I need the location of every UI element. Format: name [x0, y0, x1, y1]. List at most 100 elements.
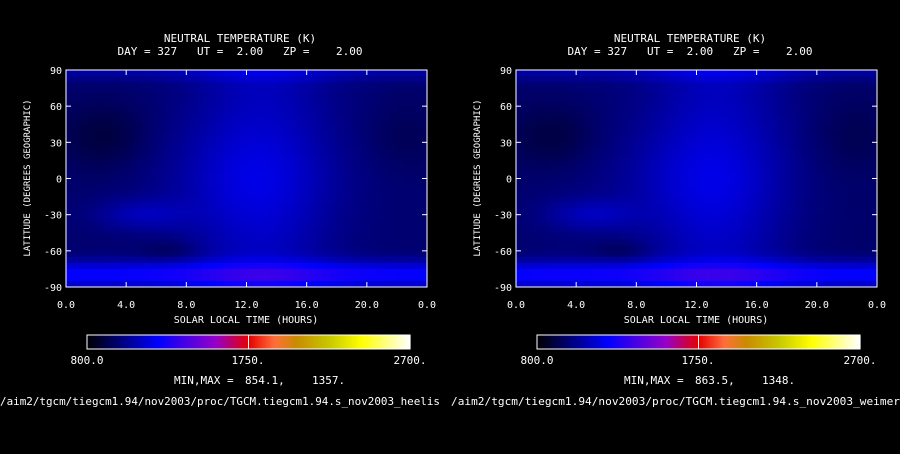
heatmap-cell — [299, 202, 308, 210]
heatmap-cell — [201, 154, 210, 162]
heatmap-cell — [81, 130, 90, 137]
heatmap-cell — [839, 148, 848, 155]
heatmap-cell — [156, 250, 165, 258]
heatmap-cell — [246, 112, 255, 119]
heatmap-cell — [186, 280, 195, 288]
heatmap-cell — [404, 70, 413, 77]
heatmap-cell — [576, 94, 585, 101]
colorbar-segment — [807, 335, 811, 349]
colorbar-segment — [278, 335, 282, 349]
heatmap-cell — [779, 226, 788, 234]
heatmap-cell — [628, 274, 637, 282]
heatmap-cell — [396, 226, 406, 234]
heatmap-cell — [643, 142, 652, 149]
heatmap-cell — [178, 190, 187, 198]
heatmap-cell — [201, 196, 210, 204]
heatmap-cell — [404, 232, 413, 240]
heatmap-cell — [794, 172, 803, 180]
heatmap-cell — [666, 76, 675, 83]
heatmap-cell — [329, 172, 338, 180]
heatmap-cell — [839, 154, 848, 162]
heatmap-cell — [299, 190, 308, 198]
heatmap-cell — [809, 130, 818, 137]
heatmap-cell — [223, 244, 233, 252]
heatmap-cell — [133, 214, 142, 222]
heatmap-cell — [276, 82, 285, 89]
colorbar-segment — [351, 335, 355, 349]
heatmap-cell — [613, 130, 622, 137]
y-tick-label: -30 — [494, 211, 512, 222]
heatmap-cell — [531, 112, 540, 119]
heatmap-cell — [269, 250, 278, 258]
heatmap-cell — [223, 100, 233, 107]
heatmap-cell — [688, 82, 698, 89]
heatmap-cell — [809, 106, 818, 113]
heatmap-cell — [351, 160, 360, 168]
heatmap-cell — [553, 214, 562, 222]
colorbar-segment — [212, 335, 215, 349]
colorbar-segment — [781, 335, 784, 349]
heatmap-cell — [673, 190, 683, 198]
heatmap-cell — [861, 262, 871, 270]
heatmap-cell — [734, 226, 743, 234]
heatmap-cell — [771, 142, 780, 149]
heatmap-cell — [178, 178, 187, 186]
heatmap-cell — [404, 166, 413, 174]
colorbar-segment — [591, 335, 595, 349]
heatmap-cell — [186, 244, 195, 252]
heatmap-cell — [794, 166, 803, 174]
heatmap-cell — [846, 232, 856, 240]
heatmap-cell — [553, 202, 562, 210]
heatmap-cell — [336, 130, 345, 137]
heatmap-cell — [88, 250, 97, 258]
colorbar-segment — [643, 335, 647, 349]
heatmap-cell — [531, 220, 540, 228]
heatmap-cell — [381, 178, 390, 186]
heatmap-cell — [299, 256, 308, 264]
heatmap-cell — [238, 100, 248, 107]
heatmap-cell — [193, 172, 202, 180]
heatmap-cell — [111, 226, 120, 234]
heatmap-cell — [824, 274, 833, 282]
heatmap-cell — [658, 76, 668, 83]
heatmap-cell — [163, 250, 172, 258]
heatmap-cell — [591, 232, 600, 240]
heatmap-cell — [591, 100, 600, 107]
heatmap-cell — [419, 196, 428, 204]
heatmap-cell — [794, 148, 803, 155]
heatmap-cell — [779, 124, 788, 131]
colorbar-segment — [712, 335, 716, 349]
heatmap-cell — [869, 112, 878, 119]
heatmap-cell — [538, 244, 547, 252]
colorbar-segment — [833, 335, 837, 349]
heatmap-cell — [344, 202, 353, 210]
heatmap-cell — [809, 88, 818, 95]
heatmap-cell — [741, 196, 750, 204]
heatmap-cell — [749, 160, 758, 168]
heatmap-cell — [81, 196, 90, 204]
heatmap-cell — [846, 130, 856, 137]
heatmap-cell — [156, 256, 165, 264]
colorbar-segment — [266, 335, 270, 349]
heatmap-cell — [688, 136, 698, 143]
heatmap-cell — [846, 196, 856, 204]
heatmap-cell — [148, 136, 157, 143]
heatmap-cell — [171, 274, 180, 282]
heatmap-cell — [148, 262, 157, 270]
heatmap-cell — [208, 232, 218, 240]
heatmap-cell — [96, 238, 105, 246]
heatmap-cell — [163, 238, 172, 246]
heatmap-cell — [88, 208, 97, 216]
heatmap-cell — [658, 82, 668, 89]
heatmap-cell — [163, 190, 172, 198]
heatmap-cell — [411, 112, 421, 119]
heatmap-cell — [73, 202, 82, 210]
heatmap-cell — [329, 202, 338, 210]
heatmap-cell — [613, 232, 622, 240]
heatmap-cell — [246, 76, 255, 83]
heatmap-cell — [591, 196, 600, 204]
x-tick-label: 20.0 — [355, 300, 379, 311]
heatmap-cell — [666, 256, 675, 264]
heatmap-cell — [81, 262, 90, 270]
